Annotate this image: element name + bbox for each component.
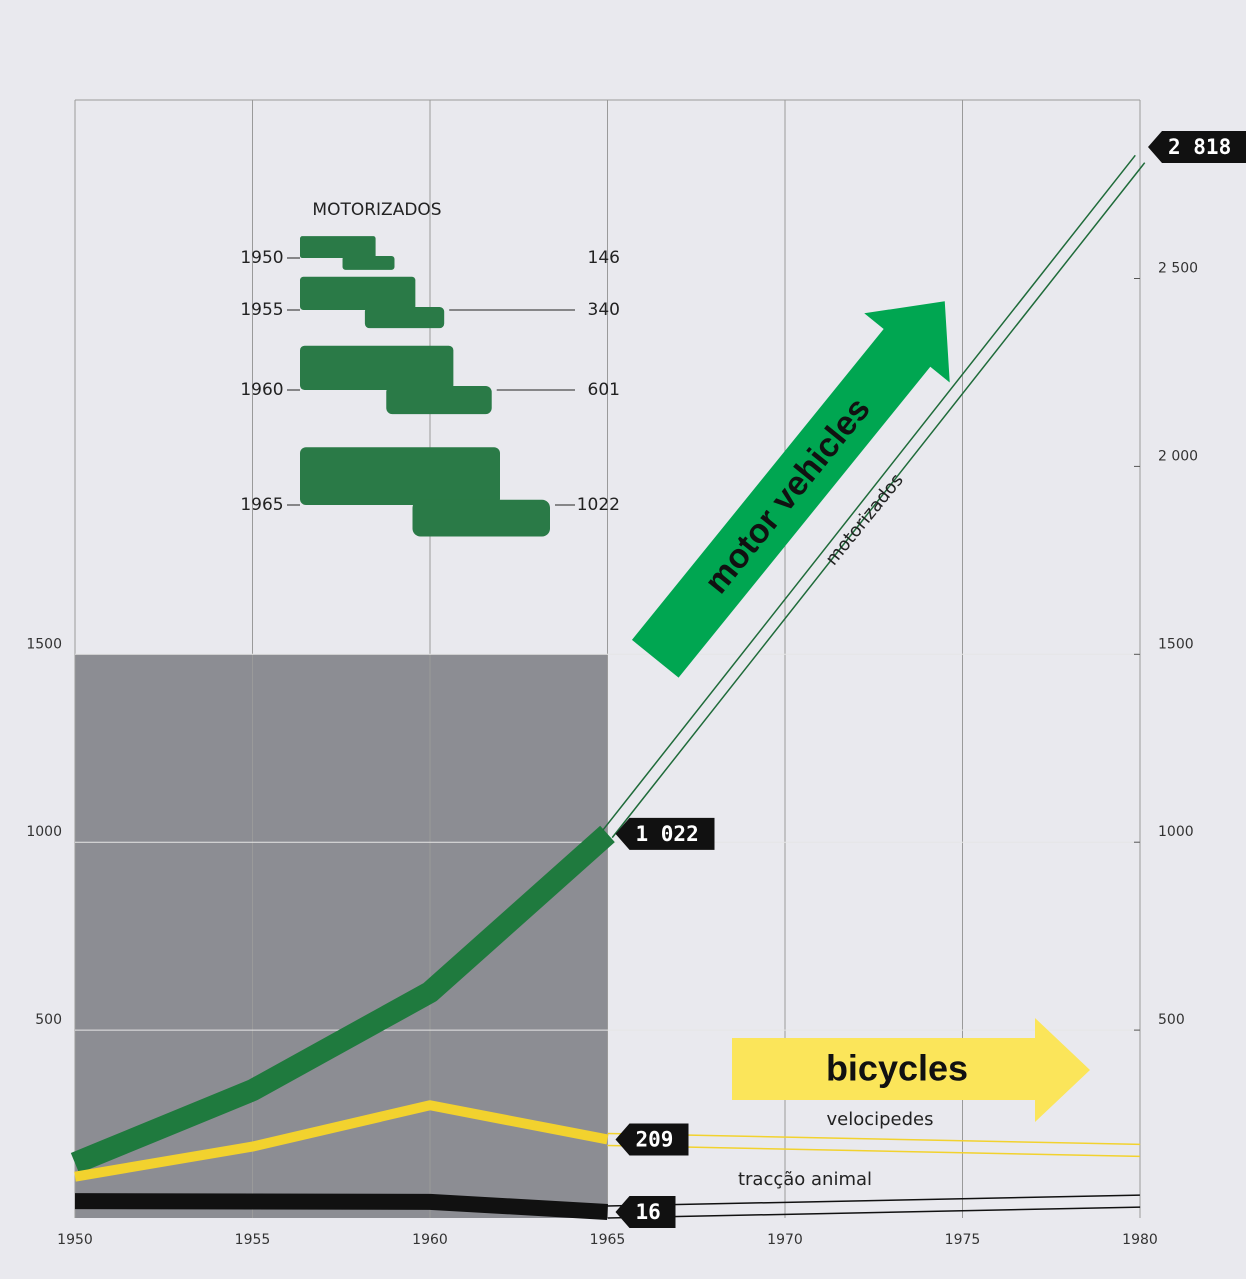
vehicle-bus [300,236,376,258]
projection-line [607,1206,1141,1219]
annotation: bicycles [826,1048,968,1089]
projection-line [607,1132,1141,1146]
vehicle-car [364,306,445,329]
y2-tick-label: 2 500 [1158,261,1198,277]
vehicle-icon [300,236,395,270]
vehicle-icon [300,276,445,329]
inset-value: 1022 [577,495,620,515]
x-tick-label: 1965 [590,1232,626,1248]
callout-label: 16 [636,1200,661,1224]
series-label: velocipedes [826,1109,933,1130]
y2-tick-label: 500 [1158,1012,1185,1028]
y-tick-label: 1500 [26,636,62,652]
vehicle-bus [300,276,416,310]
inset-value: 146 [588,248,620,268]
x-tick-label: 1955 [235,1232,271,1248]
series-label: tracção animal [738,1169,872,1190]
callout-label: 1 022 [636,822,699,846]
projection-line [602,154,1136,831]
inset-title: MOTORIZADOS [312,200,441,220]
inset-year: 1960 [240,380,283,400]
inset-year: 1955 [240,300,283,320]
vehicle-bus [300,345,454,390]
arrow-shape [732,1018,1090,1122]
callout-tag [615,1123,689,1156]
x-tick-label: 1975 [945,1232,981,1248]
vehicle-car [412,499,550,537]
callout-tag [615,817,715,850]
vehicle-icon [300,447,550,537]
callout-tag [615,1195,676,1228]
vehicle-car [342,256,395,270]
x-tick-label: 1960 [412,1232,448,1248]
callout-label: 209 [636,1127,674,1151]
x-tick-label: 1980 [1122,1232,1158,1248]
arrow-shape [631,301,950,678]
x-tick-label: 1970 [767,1232,803,1248]
x-tick-label: 1950 [57,1232,93,1248]
projection [607,1194,1141,1219]
y-tick-label: 500 [35,1012,62,1028]
y2-tick-label: 1500 [1158,636,1194,652]
callout-label: 2 818 [1168,135,1231,159]
projection-line [611,162,1146,839]
line-series [70,825,615,1174]
inset-year: 1950 [240,248,283,268]
projection [602,154,1146,839]
projection-line [607,1144,1140,1158]
vehicle-car [386,385,492,415]
inset-value: 601 [588,380,620,400]
vehicle-bus [300,447,500,505]
line-series [74,1193,608,1220]
y2-tick-label: 1000 [1158,824,1194,840]
line-series [74,1100,609,1182]
inset-year: 1965 [240,495,283,515]
projection-line [607,1194,1140,1207]
projection [607,1132,1141,1158]
y-tick-label: 1000 [26,824,62,840]
inset-value: 340 [588,300,620,320]
y2-tick-label: 2 000 [1158,448,1198,464]
vehicle-icon [300,345,492,415]
callout-tag [1148,131,1246,163]
